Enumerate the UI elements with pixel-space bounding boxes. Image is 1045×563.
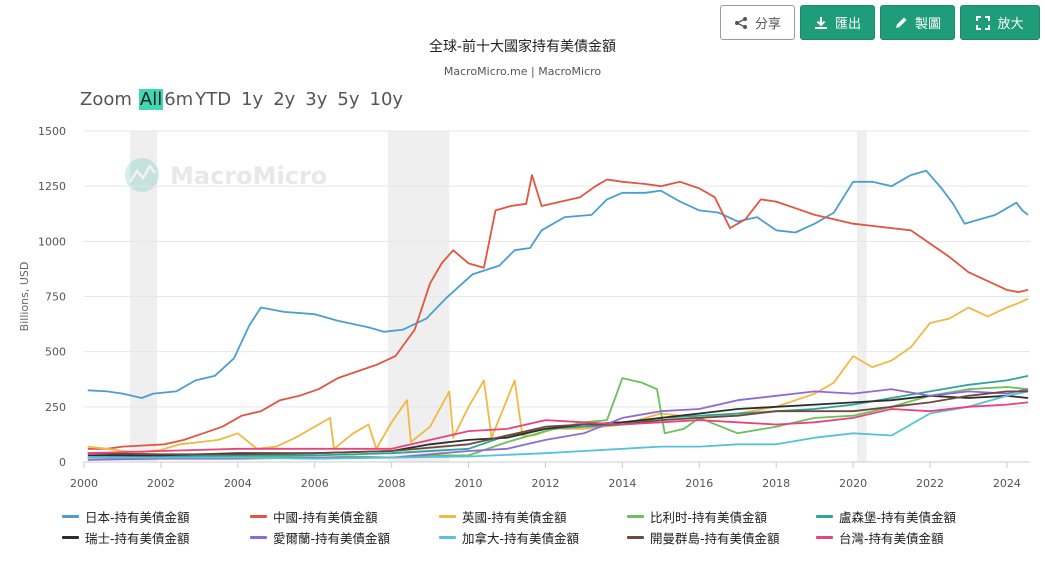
y-tick-label: 250: [45, 401, 66, 414]
legend-item[interactable]: 瑞士-持有美債金額: [62, 528, 190, 547]
share-button[interactable]: 分享: [720, 5, 795, 40]
x-tick-label: 2010: [455, 477, 483, 490]
x-tick-label: 2002: [147, 477, 175, 490]
y-tick-label: 750: [45, 291, 66, 304]
expand-button-label: 放大: [997, 17, 1024, 32]
x-tick-label: 2008: [378, 477, 406, 490]
export-button[interactable]: 匯出: [800, 5, 875, 40]
chart-title: 全球-前十大國家持有美債金額: [428, 39, 617, 55]
legend-item[interactable]: 盧森堡-持有美債金額: [816, 507, 956, 526]
legend-item[interactable]: 英國-持有美債金額: [439, 507, 567, 526]
legend-swatch: [250, 536, 267, 539]
x-tick-label: 2018: [762, 477, 790, 490]
series-line-4: [87, 377, 1029, 459]
legend-label: 開曼群島-持有美債金額: [650, 531, 780, 546]
zoom-button-ytd[interactable]: YTD: [195, 89, 232, 110]
pencil-icon: [894, 16, 908, 30]
zoom-button-1y[interactable]: 1y: [241, 89, 264, 110]
svg-text:MacroMicro: MacroMicro: [170, 162, 327, 190]
share-button-label: 分享: [754, 17, 781, 32]
draw-button-label: 製圖: [914, 17, 941, 32]
legend-label: 瑞士-持有美債金額: [85, 531, 190, 546]
x-tick-label: 2020: [839, 477, 867, 490]
y-tick-label: 1250: [38, 180, 66, 193]
legend-label: 盧森堡-持有美債金額: [839, 510, 957, 525]
legend-swatch: [627, 515, 644, 518]
legend-swatch: [62, 536, 79, 539]
draw-button[interactable]: 製圖: [880, 5, 955, 40]
legend-item[interactable]: 開曼群島-持有美債金額: [627, 528, 780, 547]
y-tick-label: 1500: [38, 125, 66, 138]
legend-label: 中國-持有美債金額: [273, 510, 378, 525]
x-tick-label: 2024: [993, 477, 1021, 490]
y-tick-label: 1000: [38, 235, 66, 248]
zoom-button-2y[interactable]: 2y: [273, 89, 296, 110]
chart-subtitle: MacroMicro.me | MacroMicro: [443, 65, 602, 78]
legend-item[interactable]: 日本-持有美債金額: [62, 507, 190, 526]
x-tick-label: 2000: [70, 477, 98, 490]
legend-label: 台灣-持有美債金額: [839, 531, 944, 546]
x-tick-label: 2016: [685, 477, 713, 490]
legend-item[interactable]: 台灣-持有美債金額: [816, 528, 944, 547]
zoom-button-3y[interactable]: 3y: [305, 89, 328, 110]
zoom-button-all[interactable]: All: [138, 89, 164, 110]
line-chart: MacroMicro 0 250 500 750 1000 1250 1500 2000 2002…: [18, 125, 1030, 490]
x-tick-label: 2012: [531, 477, 559, 490]
zoom-label: Zoom: [80, 89, 132, 110]
legend-swatch: [816, 536, 833, 539]
zoom-selector: Zoom All 6m YTD 1y 2y 3y 5y 10y: [80, 89, 404, 110]
legend-swatch: [250, 515, 267, 518]
legend-swatch: [439, 536, 456, 539]
legend-item[interactable]: 加拿大-持有美債金額: [439, 528, 579, 547]
series-line-2: [87, 174, 1029, 450]
x-tick-label: 2022: [916, 477, 944, 490]
zoom-button-5y[interactable]: 5y: [337, 89, 360, 110]
y-axis-label: Billions, USD: [18, 262, 31, 332]
watermark: MacroMicro: [125, 158, 327, 192]
zoom-button-10y[interactable]: 10y: [369, 89, 404, 110]
x-tick-label: 2004: [224, 477, 252, 490]
series-line-1: [87, 169, 1029, 399]
share-icon: [734, 16, 748, 30]
expand-icon: [976, 15, 991, 30]
download-icon: [814, 16, 828, 30]
series-line-8: [87, 390, 1029, 460]
x-tick-label: 2006: [301, 477, 329, 490]
legend-swatch: [816, 515, 833, 518]
legend-item[interactable]: 愛爾蘭-持有美債金額: [250, 528, 390, 547]
series-line-3: [87, 297, 1029, 454]
zoom-button-6m[interactable]: 6m: [164, 89, 194, 110]
y-tick-label: 500: [45, 346, 66, 359]
legend-swatch: [439, 515, 456, 518]
series-line-9: [87, 390, 1029, 456]
legend-label: 加拿大-持有美債金額: [462, 531, 580, 546]
export-button-label: 匯出: [834, 17, 861, 32]
legend-label: 愛爾蘭-持有美債金額: [273, 531, 391, 546]
legend-item[interactable]: 比利时-持有美債金額: [627, 507, 767, 526]
legend-label: 英國-持有美債金額: [462, 510, 567, 525]
series-line-10: [87, 401, 1029, 455]
legend-swatch: [627, 536, 644, 539]
legend-label: 日本-持有美債金額: [85, 510, 190, 525]
expand-button[interactable]: 放大: [960, 5, 1040, 40]
x-tick-label: 2014: [608, 477, 636, 490]
y-tick-label: 0: [59, 456, 66, 469]
legend-item[interactable]: 中國-持有美債金額: [250, 507, 378, 526]
series-line-5: [87, 375, 1029, 459]
legend-label: 比利时-持有美債金額: [650, 510, 768, 525]
legend-swatch: [62, 515, 79, 518]
